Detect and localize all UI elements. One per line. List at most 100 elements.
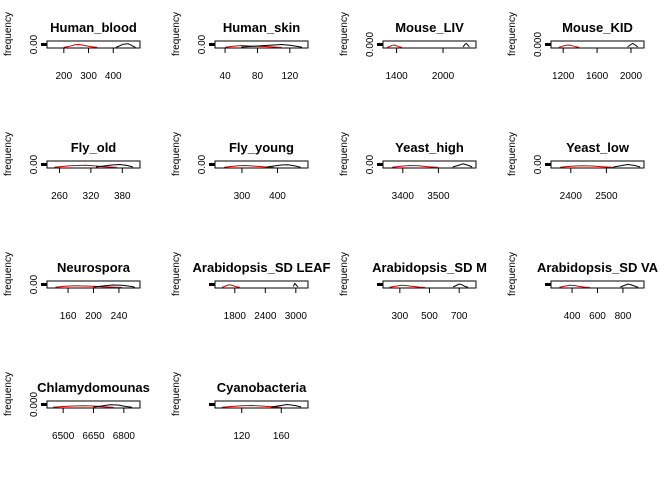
y-tick-label: 0.00 bbox=[533, 154, 544, 174]
chart-title: Chlamydomounas bbox=[37, 380, 150, 395]
chart-panel: Chlamydomounas frequency 0.000 6500 6650 6800 bbox=[3, 372, 150, 442]
chart-title: Neurospora bbox=[57, 260, 131, 275]
x-tick-label: 6650 bbox=[82, 431, 105, 442]
y-axis-label: frequency bbox=[171, 12, 182, 56]
chart-title: Yeast_low bbox=[566, 140, 630, 155]
reference-density-curve bbox=[93, 284, 135, 288]
y-axis-label: frequency bbox=[3, 252, 14, 296]
reference-density-curve bbox=[613, 163, 641, 168]
x-tick-label: 3400 bbox=[392, 191, 415, 202]
chart-title: Cyanobacteria bbox=[217, 380, 307, 395]
y-axis-tick-mark bbox=[209, 283, 215, 286]
x-tick-label: 80 bbox=[252, 71, 264, 82]
chart-panel: Mouse_LIV frequency 0.000 1400 2000 bbox=[339, 12, 477, 82]
x-tick-label: 2400 bbox=[560, 191, 583, 202]
y-axis-tick-mark bbox=[377, 163, 383, 166]
x-tick-label: 600 bbox=[589, 311, 606, 322]
x-tick-label: 6500 bbox=[52, 431, 75, 442]
observed-density-curve bbox=[389, 284, 426, 288]
reference-density-curve bbox=[241, 43, 303, 48]
x-tick-label: 160 bbox=[60, 311, 77, 322]
y-tick-label: 0.00 bbox=[365, 154, 376, 174]
chart-title: Human_skin bbox=[223, 20, 300, 35]
y-axis-label: frequency bbox=[507, 12, 518, 56]
y-axis-tick-mark bbox=[377, 43, 383, 46]
y-axis-label: frequency bbox=[171, 252, 182, 296]
x-tick-label: 500 bbox=[421, 311, 438, 322]
observed-density-curve bbox=[387, 44, 403, 48]
chart-panel: Fly_old frequency 0.00 260 320 380 bbox=[3, 132, 141, 202]
chart-title: Human_blood bbox=[50, 20, 137, 35]
y-axis-tick-mark bbox=[209, 163, 215, 166]
x-tick-label: 300 bbox=[80, 71, 97, 82]
chart-panel: Arabidopsis_SD VA frequency 400 600 800 bbox=[507, 252, 659, 322]
y-axis-tick-mark bbox=[377, 283, 383, 286]
y-tick-label: 0.000 bbox=[365, 32, 376, 57]
x-tick-label: 400 bbox=[269, 191, 286, 202]
x-tick-label: 800 bbox=[615, 311, 632, 322]
observed-density-curve bbox=[559, 284, 590, 288]
reference-density-curve bbox=[452, 163, 473, 168]
y-axis-label: frequency bbox=[339, 132, 350, 176]
chart-panel: Arabidopsis_SD M frequency 300 500 700 bbox=[339, 252, 487, 322]
x-tick-label: 320 bbox=[83, 191, 100, 202]
chart-title: Fly_old bbox=[71, 140, 117, 155]
chart-panel: Cyanobacteria frequency 120 160 bbox=[171, 372, 309, 442]
chart-panel: Human_skin frequency 0.00 40 80 120 bbox=[171, 12, 309, 82]
observed-density-curve bbox=[392, 164, 439, 168]
y-tick-label: 0.00 bbox=[197, 154, 208, 174]
reference-density-curve bbox=[452, 283, 469, 288]
chart-panel: Yeast_low frequency 0.00 2400 2500 bbox=[507, 132, 645, 202]
y-axis-tick-mark bbox=[209, 43, 215, 46]
observed-density-curve bbox=[63, 43, 98, 48]
x-tick-label: 2400 bbox=[254, 311, 277, 322]
chart-title: Arabidopsis_SD LEAF bbox=[193, 260, 331, 275]
x-tick-label: 3000 bbox=[285, 311, 308, 322]
x-tick-label: 120 bbox=[233, 431, 250, 442]
chart-panel: Arabidopsis_SD LEAF frequency 1800 2400 3000 bbox=[171, 252, 331, 322]
chart-title: Mouse_LIV bbox=[395, 20, 464, 35]
y-tick-label: 0.00 bbox=[29, 274, 40, 294]
y-axis-label: frequency bbox=[3, 372, 14, 416]
reference-density-curve bbox=[292, 282, 299, 288]
chart-title: Arabidopsis_SD M bbox=[372, 260, 487, 275]
x-tick-label: 1800 bbox=[224, 311, 247, 322]
chart-title: Mouse_KID bbox=[562, 20, 633, 35]
y-tick-label: 0.00 bbox=[29, 154, 40, 174]
chart-panel: Human_blood frequency 0.00 200 300 400 bbox=[3, 12, 141, 82]
chart-panel: Mouse_KID frequency 0.000 1200 1600 2000 bbox=[507, 12, 645, 82]
x-tick-label: 2500 bbox=[595, 191, 618, 202]
x-tick-label: 1200 bbox=[552, 71, 575, 82]
reference-density-curve bbox=[93, 404, 132, 408]
chart-title: Fly_young bbox=[229, 140, 294, 155]
x-tick-label: 1600 bbox=[586, 71, 609, 82]
chart-panel: Fly_young frequency 0.00 300 400 bbox=[171, 132, 309, 202]
y-axis-label: frequency bbox=[3, 12, 14, 56]
x-tick-label: 3500 bbox=[427, 191, 450, 202]
x-tick-label: 300 bbox=[234, 191, 251, 202]
y-tick-label: 0.00 bbox=[197, 34, 208, 54]
x-tick-label: 400 bbox=[564, 311, 581, 322]
y-axis-tick-mark bbox=[41, 163, 47, 166]
y-tick-label: 0.000 bbox=[29, 392, 40, 417]
observed-density-curve bbox=[560, 165, 614, 168]
x-tick-label: 40 bbox=[220, 71, 232, 82]
x-tick-label: 200 bbox=[85, 311, 102, 322]
y-axis-label: frequency bbox=[507, 132, 518, 176]
y-axis-label: frequency bbox=[171, 132, 182, 176]
chart-title: Arabidopsis_SD VA bbox=[537, 260, 659, 275]
reference-density-curve bbox=[266, 164, 301, 168]
observed-density-curve bbox=[221, 284, 240, 288]
x-tick-label: 2000 bbox=[432, 71, 455, 82]
x-tick-label: 700 bbox=[451, 311, 468, 322]
plot-frame bbox=[382, 40, 477, 49]
chart-panel: Yeast_high frequency 0.00 3400 3500 bbox=[339, 132, 477, 202]
y-axis-label: frequency bbox=[3, 132, 14, 176]
reference-density-curve bbox=[115, 43, 136, 48]
y-axis-tick-mark bbox=[545, 43, 551, 46]
x-tick-label: 2000 bbox=[620, 71, 643, 82]
y-axis-label: frequency bbox=[507, 252, 518, 296]
y-tick-label: 0.00 bbox=[29, 34, 40, 54]
x-tick-label: 120 bbox=[281, 71, 298, 82]
